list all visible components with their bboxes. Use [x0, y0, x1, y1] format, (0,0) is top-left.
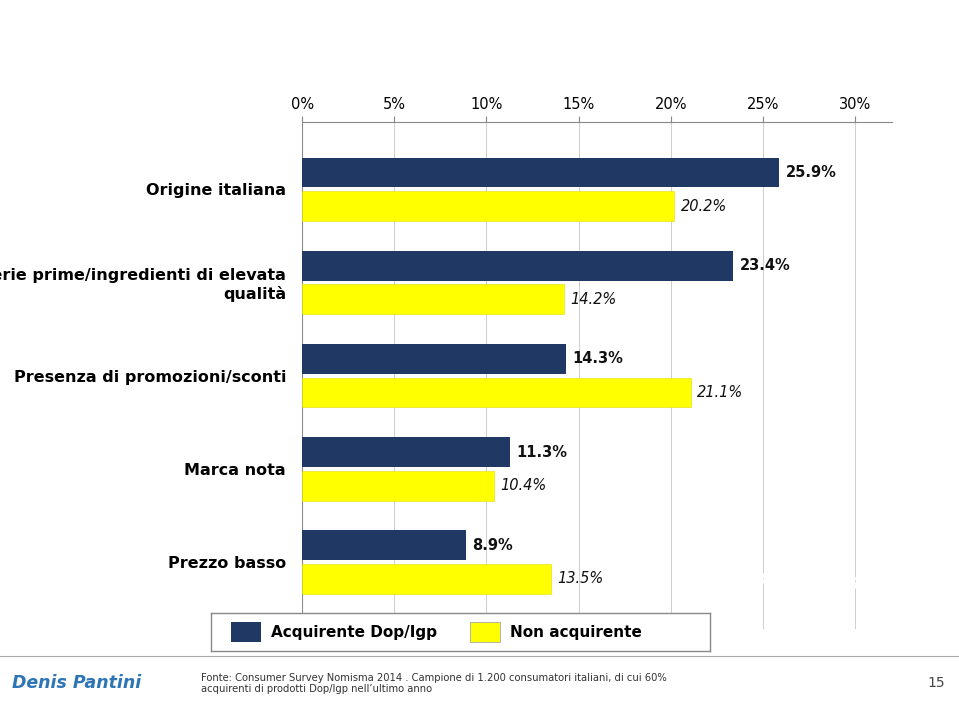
Text: 23.4%: 23.4%	[739, 258, 790, 273]
Text: Prima risposta: Prima risposta	[754, 573, 924, 593]
Text: 21.1%: 21.1%	[697, 385, 743, 400]
Bar	[302, 157, 780, 188]
Bar	[302, 531, 466, 560]
Text: 14.2%: 14.2%	[571, 292, 617, 307]
Bar	[302, 251, 734, 280]
Text: Fonte: Consumer Survey Nomisma 2014 . Campione di 1.200 consumatori italiani, di: Fonte: Consumer Survey Nomisma 2014 . Ca…	[201, 673, 667, 695]
Text: MERCATO ITALIA: LA DIFFERENZA NEI PRINCIPALI CRITERI DI: MERCATO ITALIA: LA DIFFERENZA NEI PRINCI…	[113, 29, 846, 50]
Text: 11.3%: 11.3%	[517, 444, 568, 459]
Bar	[302, 437, 510, 467]
Text: 8.9%: 8.9%	[473, 538, 513, 553]
Text: 10.4%: 10.4%	[501, 478, 547, 493]
Bar	[302, 284, 564, 314]
Bar	[470, 622, 501, 642]
Text: 14.3%: 14.3%	[573, 352, 623, 367]
Text: 20.2%: 20.2%	[681, 198, 727, 214]
Text: 25.9%: 25.9%	[785, 165, 837, 180]
Bar	[231, 622, 261, 642]
Bar	[302, 191, 674, 221]
Text: 15: 15	[927, 677, 945, 690]
Text: Non acquirente: Non acquirente	[510, 625, 643, 639]
Text: Acquirente Dop/Igp: Acquirente Dop/Igp	[270, 625, 436, 639]
Bar	[302, 564, 550, 594]
Text: Denis Pantini: Denis Pantini	[12, 674, 141, 692]
Bar	[302, 344, 566, 374]
Text: ACQUISTO DEL CONSUMATORE DOP/IGP: ACQUISTO DEL CONSUMATORE DOP/IGP	[239, 71, 720, 91]
Bar	[302, 377, 691, 408]
Text: 13.5%: 13.5%	[557, 572, 603, 586]
Bar	[302, 471, 494, 500]
